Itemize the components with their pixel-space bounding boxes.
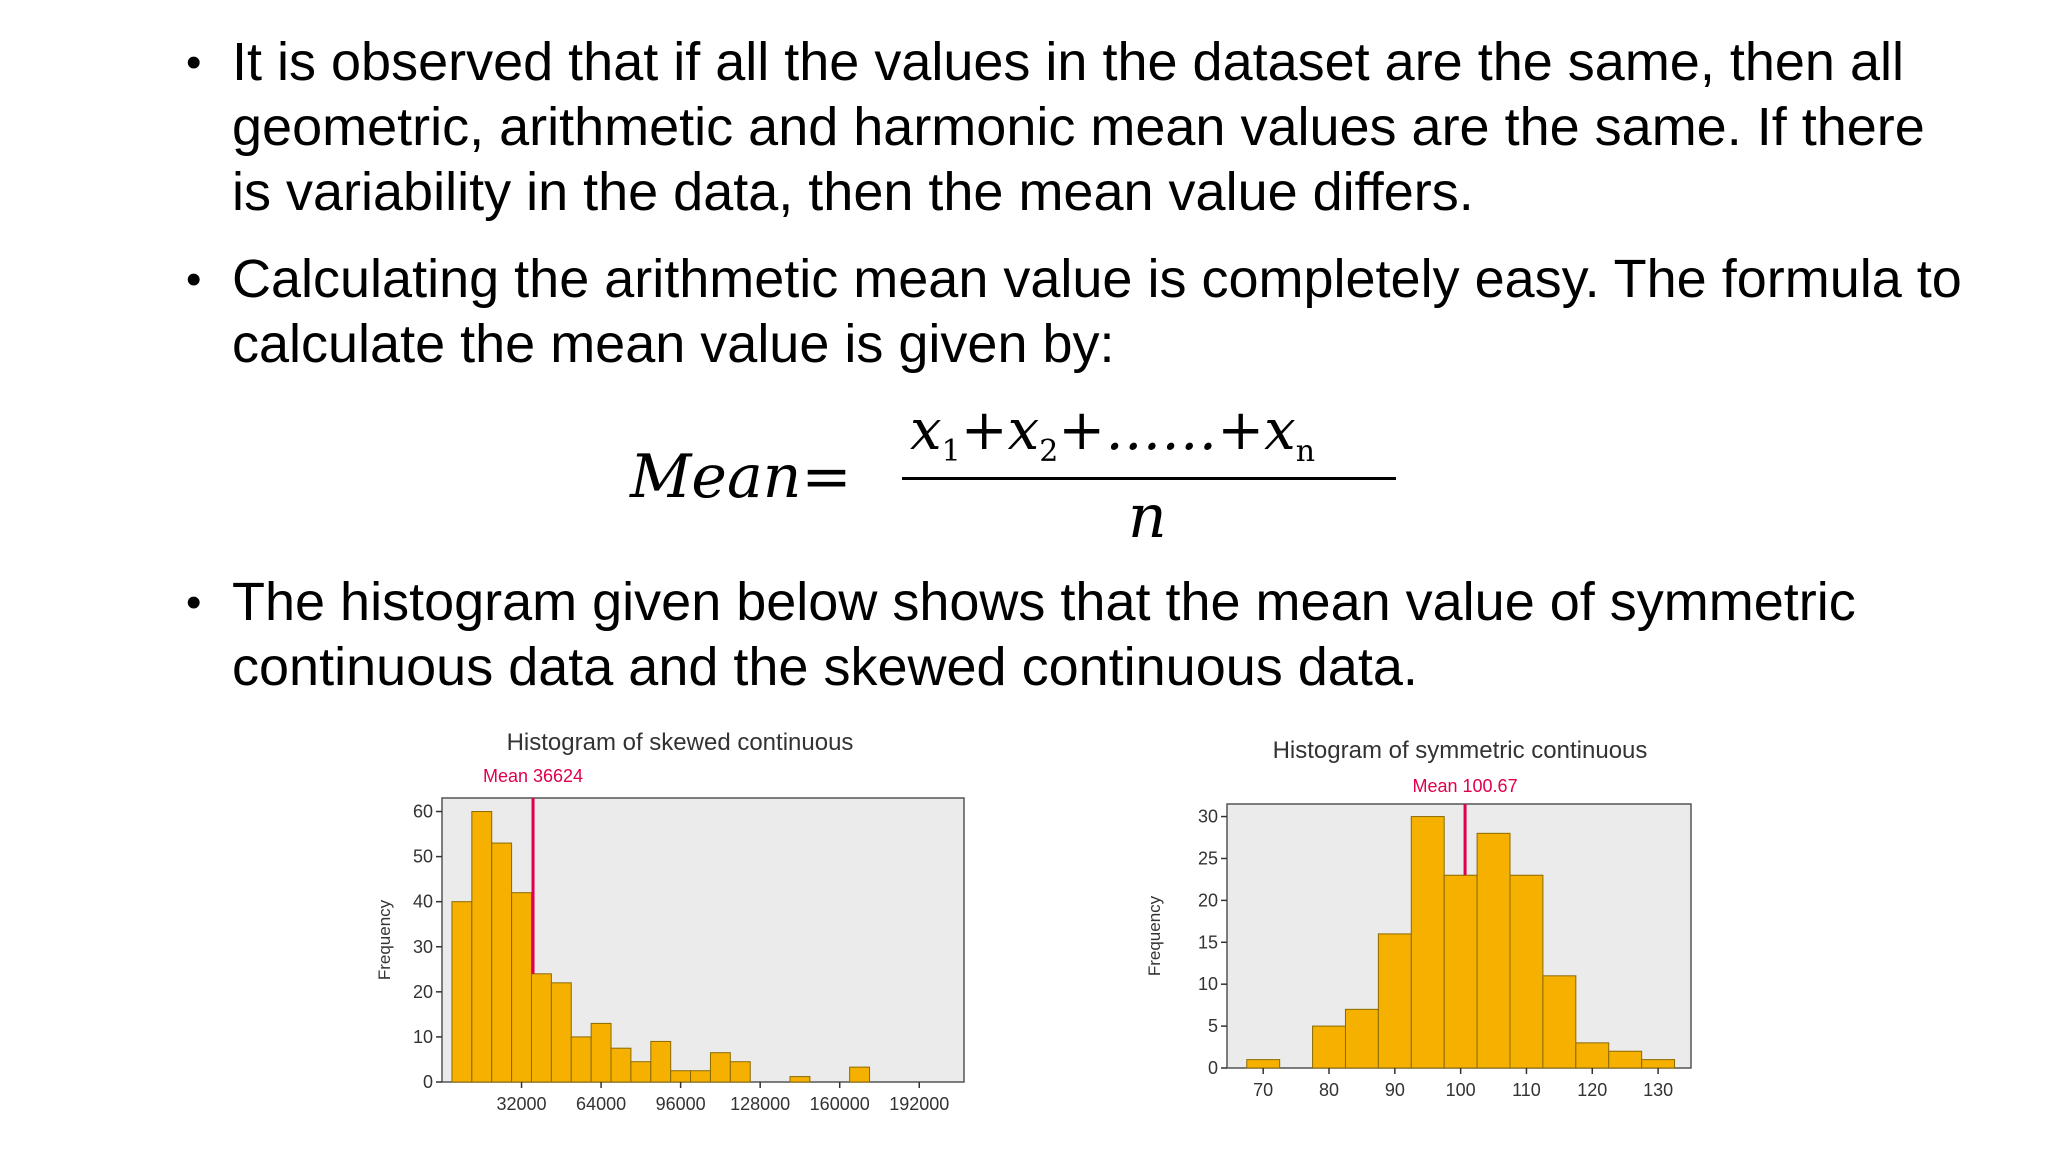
histogram-bar (451, 901, 473, 1083)
histogram-bar (849, 1066, 871, 1083)
histogram-bar (1476, 832, 1511, 1069)
y-axis-label: Frequency (375, 899, 394, 980)
x-tick-label: 32000 (497, 1094, 547, 1114)
x-tick-label: 70 (1253, 1080, 1273, 1100)
formula-lhs: Mean= (630, 442, 852, 512)
bullet-1: • It is observed that if all the values … (186, 30, 1976, 225)
histogram-bar (550, 982, 572, 1083)
histogram-bar (471, 811, 493, 1083)
histogram-bar (491, 842, 513, 1083)
y-tick-label: 0 (1208, 1058, 1218, 1078)
histogram-bar (530, 973, 552, 1083)
histogram-bar (1641, 1059, 1676, 1069)
y-tick-label: 10 (413, 1027, 433, 1047)
histogram-bar (1443, 874, 1478, 1069)
histogram-bar (1575, 1042, 1610, 1069)
histogram-bar (670, 1070, 692, 1083)
y-tick-label: 5 (1208, 1016, 1218, 1036)
histogram-skewed: Histogram of skewed continuous Mean 36624… (375, 729, 965, 1114)
mean-label: Mean 36624 (483, 766, 583, 786)
y-tick-label: 20 (1198, 890, 1218, 910)
x-tick-label: 96000 (656, 1094, 706, 1114)
histogram-bar (630, 1061, 652, 1083)
x-tick-label: 160000 (810, 1094, 870, 1114)
y-tick-label: 60 (413, 802, 433, 822)
histogram-bar (610, 1047, 632, 1083)
x-tick-label: 120 (1577, 1080, 1607, 1100)
fraction-bar (902, 477, 1396, 480)
histogram-bar (789, 1076, 811, 1083)
x-tick-label: 100 (1446, 1080, 1476, 1100)
histogram-bar (1608, 1050, 1643, 1069)
x-tick-label: 110 (1512, 1080, 1541, 1100)
bullet-dot: • (186, 578, 202, 627)
y-tick-label: 10 (1198, 974, 1218, 994)
y-tick-label: 0 (423, 1072, 433, 1092)
y-tick-label: 30 (413, 937, 433, 957)
x-tick-label: 80 (1319, 1080, 1339, 1100)
bullet-3-text: The histogram given below shows that the… (232, 572, 1856, 697)
y-tick-label: 40 (413, 892, 433, 912)
x-tick-label: 64000 (576, 1094, 626, 1114)
histogram-bar (1410, 816, 1445, 1069)
histogram-bar (1246, 1059, 1281, 1069)
x-tick-label: 90 (1385, 1080, 1405, 1100)
histogram-bar (570, 1036, 592, 1083)
y-tick-label: 30 (1198, 807, 1218, 827)
x-tick-label: 130 (1643, 1080, 1673, 1100)
y-axis-label: Frequency (1145, 895, 1164, 976)
histogram-bar (729, 1061, 751, 1083)
y-tick-label: 50 (413, 847, 433, 867)
bullet-3: • The histogram given below shows that t… (186, 570, 2022, 700)
histogram-symmetric: Histogram of symmetric continuous Mean 10… (1145, 737, 1692, 1100)
bullet-1-text: It is observed that if all the values in… (232, 32, 1925, 222)
mean-formula: Mean= x1+x2+……+xn n (630, 398, 1400, 552)
y-tick-label: 20 (413, 982, 433, 1002)
histogram-bar (1344, 1008, 1379, 1069)
histogram-bar (650, 1040, 672, 1083)
chart-title: Histogram of skewed continuous (507, 729, 854, 756)
bullet-2-text: Calculating the arithmetic mean value is… (232, 249, 1962, 374)
histogram-bar (1312, 1025, 1346, 1069)
formula-denominator: n (1128, 482, 1167, 552)
histogram-bar (511, 892, 532, 1083)
x-tick-label: 128000 (730, 1094, 790, 1114)
histogram-bar (590, 1022, 612, 1083)
bullet-dot: • (186, 255, 202, 304)
histogram-bar (690, 1070, 711, 1083)
formula-numerator: x1+x2+……+xn (910, 398, 1316, 470)
histogram-bar (1509, 874, 1544, 1069)
x-tick-label: 192000 (889, 1094, 949, 1114)
histogram-bar (1377, 933, 1412, 1069)
mean-label: Mean 100.67 (1413, 776, 1518, 796)
y-tick-label: 15 (1198, 932, 1218, 952)
bullet-dot: • (186, 38, 202, 87)
histogram-bar (709, 1052, 731, 1083)
y-tick-label: 25 (1198, 848, 1218, 868)
histogram-bar (1542, 975, 1577, 1069)
chart-title: Histogram of symmetric continuous (1273, 737, 1648, 764)
bullet-2: • Calculating the arithmetic mean value … (186, 247, 1976, 377)
